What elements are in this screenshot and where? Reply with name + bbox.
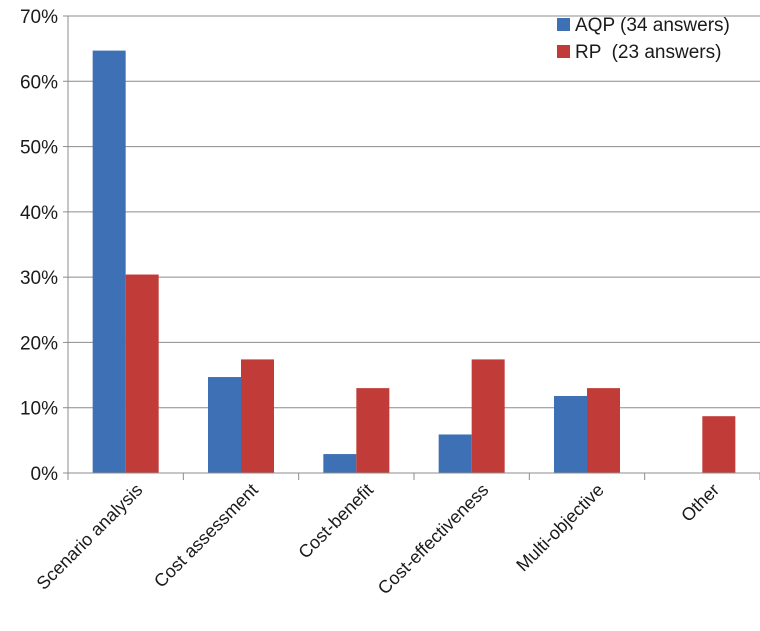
x-tick-label: Scenario analysis (33, 480, 147, 594)
bar-aqp (208, 377, 241, 473)
bar-aqp (92, 50, 126, 473)
y-tick-label: 0% (31, 464, 59, 485)
y-tick-label: 20% (20, 333, 58, 354)
bars (92, 50, 736, 473)
x-tick-label: Multi-objective (512, 480, 607, 575)
legend: AQP (34 answers) RP (23 answers) (557, 15, 730, 63)
y-tick-label: 40% (20, 203, 58, 224)
bar-aqp (554, 395, 587, 473)
bar-rp (125, 274, 159, 473)
x-tick-label: Other (677, 480, 723, 526)
x-tick-label: Cost-benefit (294, 480, 377, 563)
legend-swatch (557, 18, 570, 31)
y-tick-label: 50% (20, 138, 58, 159)
bar-aqp (438, 434, 472, 473)
legend-label: RP (23 answers) (575, 42, 721, 63)
y-tick-label: 30% (20, 268, 58, 289)
y-tick-label: 70% (20, 7, 58, 28)
x-tick-label: Cost assessment (150, 480, 262, 592)
bar-rp (471, 359, 505, 473)
bar-rp (702, 416, 736, 473)
legend-label: AQP (34 answers) (575, 15, 730, 36)
bar-rp (587, 388, 620, 473)
bar-rp (241, 359, 274, 473)
y-tick-label: 10% (20, 399, 58, 420)
bar-rp (356, 388, 390, 473)
legend-swatch (557, 45, 570, 58)
y-tick-label: 60% (20, 72, 58, 93)
x-tick-label: Cost-effectiveness (374, 480, 493, 599)
bar-aqp (323, 454, 357, 473)
gridlines (68, 15, 760, 409)
